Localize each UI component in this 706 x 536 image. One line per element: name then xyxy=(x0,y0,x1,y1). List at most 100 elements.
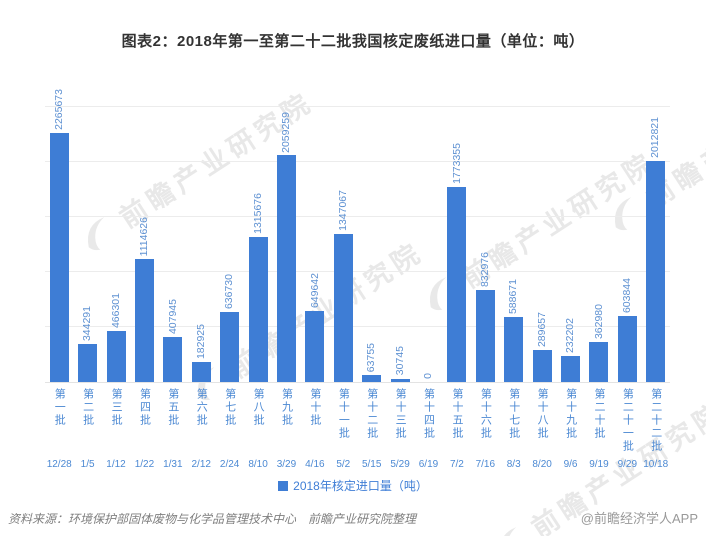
batch-label-cell: 第三批 xyxy=(102,388,130,456)
bar-value-label: 2012821 xyxy=(649,116,662,158)
batch-label: 第九批 xyxy=(280,388,293,427)
legend-swatch xyxy=(278,480,289,491)
date-label: 7/2 xyxy=(449,459,464,470)
bar-value-label: 1114626 xyxy=(138,217,151,257)
bar-value-label: 232202 xyxy=(564,318,577,354)
bar xyxy=(191,361,211,382)
footer: 资料来源：环境保护部固体废物与化学品管理技术中心 前瞻产业研究院整理 @前瞻经济… xyxy=(8,508,698,527)
bar-value-label: 30745 xyxy=(393,346,406,376)
bar-column: 466301 xyxy=(102,85,130,382)
date-label: 1/31 xyxy=(163,459,183,470)
bar-value-label: 832976 xyxy=(479,252,492,288)
date-label: 5/2 xyxy=(336,459,351,470)
batch-label: 第二十二批 xyxy=(649,388,662,453)
batch-label-cell: 第五批 xyxy=(159,388,187,456)
date-label: 6/19 xyxy=(418,459,439,470)
bar-column: 362980 xyxy=(585,85,613,382)
batch-label: 第十四批 xyxy=(422,388,435,440)
gridline xyxy=(45,216,670,217)
batch-label-cell: 第六批 xyxy=(187,388,215,456)
bar-value-label: 2265673 xyxy=(52,88,65,130)
batch-label: 第十批 xyxy=(308,388,321,427)
bar-column: 2012821 xyxy=(642,85,670,382)
footer-source: 资料来源：环境保护部固体废物与化学品管理技术中心 前瞻产业研究院整理 xyxy=(8,512,417,526)
batch-label-cell: 第九批 xyxy=(272,388,300,456)
bar-value-label: 588671 xyxy=(507,279,520,315)
batch-label-cell: 第十六批 xyxy=(471,388,499,456)
date-label: 8/20 xyxy=(532,459,552,470)
batch-label: 第十六批 xyxy=(479,388,492,440)
bar-column: 0 xyxy=(414,85,442,382)
legend-label: 2018年核定进口量（吨） xyxy=(293,479,428,493)
batch-label: 第十九批 xyxy=(564,388,577,440)
bar xyxy=(646,160,666,382)
date-label: 9/29 xyxy=(617,459,638,470)
bar-value-label: 362980 xyxy=(592,304,605,340)
batch-label-row: 第一批 第二批 第三批 第四批 第五批 第六批 第七批 第八批 第九批 第十批 第十一批 第十二批 第十… xyxy=(45,388,670,456)
batch-label-cell: 第八批 xyxy=(244,388,272,456)
bar-column: 2059259 xyxy=(272,85,300,382)
bar-column: 407945 xyxy=(159,85,187,382)
date-label: 4/16 xyxy=(305,459,325,470)
bar xyxy=(220,311,240,382)
bar-value-label: 407945 xyxy=(166,299,179,335)
bar-column: 182925 xyxy=(187,85,215,382)
bar-value-label: 1773355 xyxy=(450,143,463,184)
bar-column: 289657 xyxy=(528,85,556,382)
batch-label: 第十七批 xyxy=(507,388,520,440)
batch-label-cell: 第十五批 xyxy=(443,388,471,456)
batch-label-cell: 第十七批 xyxy=(500,388,528,456)
bar xyxy=(49,132,69,382)
batch-label: 第五批 xyxy=(166,388,179,427)
bar-value-label: 649642 xyxy=(308,272,321,308)
plot-columns: 2265673 344291 466301 1114626 407945 182925 63… xyxy=(45,85,670,382)
date-label: 8/10 xyxy=(248,459,268,470)
batch-label-cell: 第二批 xyxy=(73,388,101,456)
date-label: 7/16 xyxy=(475,459,496,470)
bar-column: 588671 xyxy=(500,85,528,382)
plot-area: 2265673 344291 466301 1114626 407945 182925 63… xyxy=(45,85,670,383)
bar xyxy=(504,317,524,382)
batch-label-cell: 第十八批 xyxy=(528,388,556,456)
date-label: 2/12 xyxy=(191,459,211,470)
bar xyxy=(78,344,98,382)
bar-value-label: 344291 xyxy=(81,306,94,342)
batch-label-cell: 第七批 xyxy=(215,388,243,456)
footer-credit: @前瞻经济学人APP xyxy=(580,511,698,526)
bar xyxy=(163,337,183,382)
batch-label-cell: 第十二批 xyxy=(357,388,385,456)
bar-value-label: 2059259 xyxy=(280,111,293,153)
bar xyxy=(134,259,154,382)
bar xyxy=(617,315,637,382)
bar xyxy=(532,350,552,382)
bar xyxy=(276,155,296,382)
bar-column: 832976 xyxy=(471,85,499,382)
batch-label-cell: 第十九批 xyxy=(556,388,584,456)
batch-label: 第八批 xyxy=(252,388,265,427)
batch-label: 第十二批 xyxy=(365,388,378,440)
batch-label: 第四批 xyxy=(138,388,151,427)
bar-value-label: 289657 xyxy=(535,312,548,348)
date-label: 5/15 xyxy=(361,459,382,470)
date-label: 5/29 xyxy=(390,459,410,470)
gridline xyxy=(45,326,670,327)
bar-column: 344291 xyxy=(73,85,101,382)
batch-label: 第二批 xyxy=(81,388,94,427)
bar-value-label: 603844 xyxy=(621,277,634,313)
batch-label: 第三批 xyxy=(110,388,123,427)
bar-value-label: 466301 xyxy=(109,292,122,328)
batch-label-cell: 第十批 xyxy=(301,388,329,456)
bar-column: 30745 xyxy=(386,85,414,382)
bar-column: 636730 xyxy=(215,85,243,382)
bar xyxy=(106,330,126,382)
batch-label-cell: 第十一批 xyxy=(329,388,357,456)
gridline xyxy=(45,106,670,107)
date-label: 9/6 xyxy=(563,459,578,470)
batch-label-cell: 第四批 xyxy=(130,388,158,456)
batch-label: 第六批 xyxy=(195,388,208,427)
batch-label-cell: 第二十一批 xyxy=(613,388,641,456)
bar-column: 2265673 xyxy=(45,85,73,382)
bar-value-label: 1315676 xyxy=(251,193,264,235)
bar-value-label: 0 xyxy=(422,373,435,379)
